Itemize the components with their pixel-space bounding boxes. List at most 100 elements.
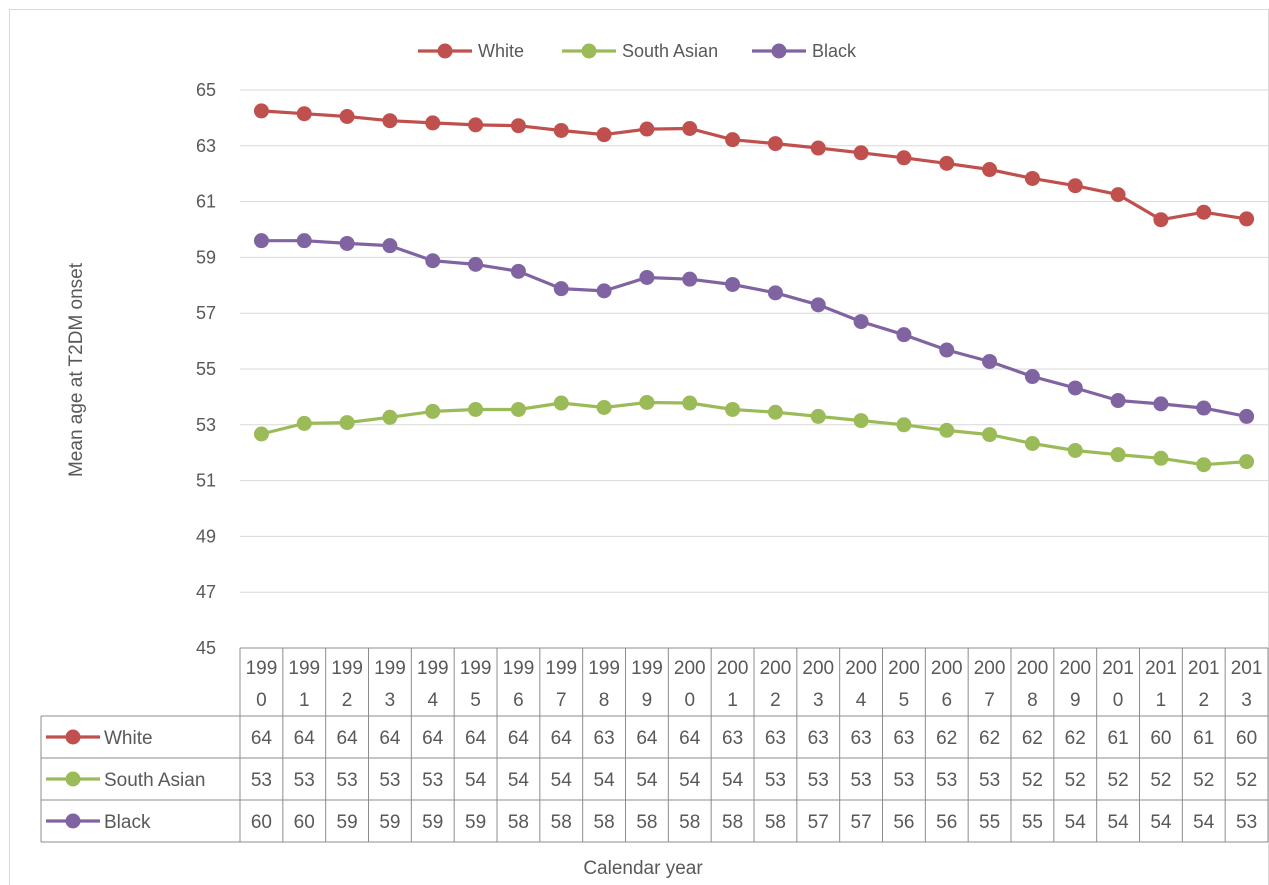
legend: White South Asian Black: [418, 41, 857, 61]
table-cell: 55: [979, 812, 1000, 833]
data-point: [296, 233, 312, 249]
data-point: [425, 253, 441, 269]
data-point: [510, 118, 526, 134]
table-cell: 54: [1150, 812, 1172, 833]
x-tick-label: 2: [1198, 690, 1209, 711]
table-cell: 52: [1150, 770, 1171, 791]
data-point: [810, 140, 826, 156]
table-cell: 54: [1065, 812, 1087, 833]
table-cell: 59: [422, 812, 443, 833]
data-point: [253, 426, 269, 442]
table-cell: 53: [379, 770, 400, 791]
data-point: [1067, 178, 1083, 194]
x-tick-label: 199: [503, 658, 535, 679]
data-point: [982, 162, 998, 178]
data-point: [896, 417, 912, 433]
legend-marker: [437, 43, 453, 59]
data-point: [1239, 211, 1255, 227]
y-tick-label: 63: [196, 136, 216, 156]
table-cell: 62: [979, 728, 1000, 749]
table-cell: 56: [893, 812, 914, 833]
y-tick-label: 53: [196, 415, 216, 435]
legend-item: South Asian: [562, 41, 718, 61]
x-tick-label: 200: [802, 658, 834, 679]
data-point: [639, 121, 655, 137]
data-point: [553, 281, 569, 297]
x-tick-label: 200: [888, 658, 920, 679]
data-point: [553, 122, 569, 138]
data-point: [1024, 170, 1040, 186]
data-point: [639, 269, 655, 285]
table-cell: 63: [722, 728, 743, 749]
table-legend-marker: [65, 813, 81, 829]
table-cell: 57: [808, 812, 829, 833]
legend-item: Black: [752, 41, 857, 61]
data-point: [253, 233, 269, 249]
table-cell: 64: [636, 728, 658, 749]
table-cell: 62: [936, 728, 957, 749]
data-point: [1239, 408, 1255, 424]
x-tick-label: 9: [642, 690, 653, 711]
table-cell: 64: [679, 728, 701, 749]
data-point: [939, 342, 955, 358]
data-point: [596, 400, 612, 416]
y-tick-label: 51: [196, 471, 216, 491]
x-tick-label: 8: [599, 690, 610, 711]
series-black: [253, 233, 1255, 424]
table-cell: 59: [379, 812, 400, 833]
data-point: [339, 109, 355, 125]
table-cell: 53: [1236, 812, 1257, 833]
data-point: [939, 155, 955, 171]
data-point: [982, 353, 998, 369]
x-tick-label: 199: [545, 658, 577, 679]
legend-item: White: [418, 41, 524, 61]
data-point: [982, 427, 998, 443]
data-point: [596, 127, 612, 143]
data-point: [468, 256, 484, 272]
data-point: [939, 422, 955, 438]
data-point: [382, 113, 398, 129]
table-cell: 60: [1150, 728, 1171, 749]
table-cell: 61: [1108, 728, 1129, 749]
data-point: [1067, 380, 1083, 396]
legend-label: White: [478, 41, 524, 61]
data-point: [853, 413, 869, 429]
table-cell: 60: [1236, 728, 1257, 749]
table-cell: 62: [1022, 728, 1043, 749]
y-tick-label: 65: [196, 80, 216, 100]
x-tick-label: 201: [1188, 658, 1220, 679]
data-point: [339, 235, 355, 251]
x-tick-label: 199: [331, 658, 363, 679]
data-point: [725, 401, 741, 417]
table-cell: 58: [551, 812, 572, 833]
data-point: [468, 401, 484, 417]
data-point: [682, 121, 698, 137]
x-tick-label: 0: [684, 690, 695, 711]
legend-label: Black: [812, 41, 857, 61]
data-point: [1153, 396, 1169, 412]
x-tick-label: 5: [899, 690, 910, 711]
x-tick-label: 8: [1027, 690, 1038, 711]
data-point: [596, 283, 612, 299]
data-point: [468, 117, 484, 133]
table-cell: 53: [337, 770, 358, 791]
series-white: [253, 103, 1255, 228]
y-tick-label: 55: [196, 359, 216, 379]
table-cell: 54: [594, 770, 616, 791]
table-cell: 53: [422, 770, 443, 791]
table-cell: 58: [722, 812, 743, 833]
data-point: [1110, 447, 1126, 463]
x-tick-label: 6: [941, 690, 952, 711]
y-tick-label: 61: [196, 192, 216, 212]
x-tick-label: 7: [556, 690, 567, 711]
table-cell: 58: [679, 812, 700, 833]
x-tick-label: 2: [342, 690, 353, 711]
table-cell: 64: [337, 728, 359, 749]
table-cell: 59: [465, 812, 486, 833]
data-point: [1239, 454, 1255, 470]
data-point: [1153, 212, 1169, 228]
x-tick-label: 3: [1241, 690, 1252, 711]
data-point: [1024, 435, 1040, 451]
table-legend-marker: [65, 771, 81, 787]
x-tick-label: 7: [984, 690, 995, 711]
